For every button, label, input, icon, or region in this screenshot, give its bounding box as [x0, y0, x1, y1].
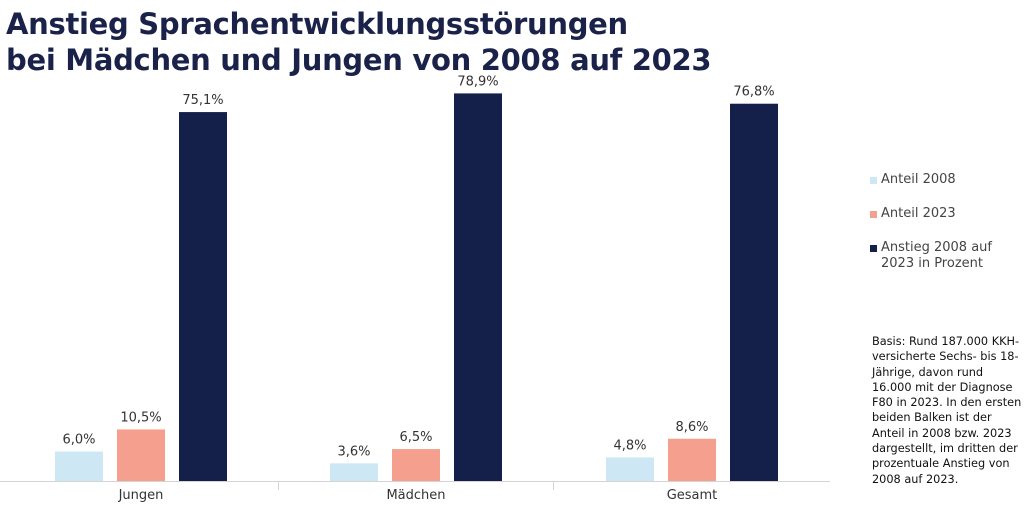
- legend-swatch: [870, 211, 877, 218]
- data-label-maedchen-anteil-2023: 6,5%: [399, 430, 432, 445]
- legend-label: Anstieg 2008 auf 2023 in Prozent: [881, 240, 992, 271]
- x-axis: Jungen Mädchen Gesamt: [0, 481, 830, 503]
- legend-item-anteil-2008: Anteil 2008: [870, 172, 1020, 188]
- bar-maedchen-anstieg-2008-auf-2023-in-prozent: [454, 93, 502, 481]
- legend-label: Anteil 2008: [881, 172, 956, 187]
- legend-item-anteil-2023: Anteil 2023: [870, 206, 1020, 222]
- bar-chart: 6,0% 10,5% 75,1% 3,6% 6,5% 78,9% 4,8% 8,6% 76,8%…: [0, 74, 830, 503]
- chart-title: Anstieg Sprachentwicklungsstörungen bei …: [6, 6, 712, 78]
- category-label-maedchen: Mädchen: [386, 488, 445, 503]
- bar-gesamt-anstieg-2008-auf-2023-in-prozent: [730, 103, 778, 481]
- category-label-gesamt: Gesamt: [667, 488, 718, 503]
- bar-jungen-anteil-2008: [55, 451, 103, 481]
- bar-jungen-anstieg-2008-auf-2023-in-prozent: [179, 112, 227, 481]
- data-label-jungen-anstieg-2008-auf-2023-in-prozent: 75,1%: [182, 93, 223, 108]
- bar-maedchen-anteil-2023: [392, 449, 440, 481]
- legend-swatch: [870, 177, 877, 184]
- data-label-gesamt-anstieg-2008-auf-2023-in-prozent: 76,8%: [733, 85, 774, 100]
- bar-gesamt-anteil-2008: [606, 457, 654, 481]
- data-label-jungen-anteil-2023: 10,5%: [120, 410, 161, 425]
- legend: Anteil 2008 Anteil 2023 Anstieg 2008 auf…: [870, 172, 1020, 290]
- data-label-maedchen-anstieg-2008-auf-2023-in-prozent: 78,9%: [457, 74, 498, 89]
- bar-jungen-anteil-2023: [117, 429, 165, 481]
- methodology-note: Basis: Rund 187.000 KKH-versicherte Sech…: [872, 335, 1022, 486]
- data-label-gesamt-anteil-2023: 8,6%: [675, 420, 708, 435]
- data-label-jungen-anteil-2008: 6,0%: [62, 433, 95, 448]
- value-labels-layer: 6,0% 10,5% 75,1% 3,6% 6,5% 78,9% 4,8% 8,6% 76,8%: [62, 74, 774, 459]
- chart-title-line-1: Anstieg Sprachentwicklungsstörungen: [6, 7, 628, 41]
- bar-gesamt-anteil-2023: [668, 438, 716, 481]
- bars-layer: [55, 93, 778, 481]
- data-label-maedchen-anteil-2008: 3,6%: [337, 444, 370, 459]
- data-label-gesamt-anteil-2008: 4,8%: [613, 438, 646, 453]
- chart-title-line-2: bei Mädchen und Jungen von 2008 auf 2023: [6, 43, 712, 77]
- category-label-jungen: Jungen: [118, 488, 164, 503]
- legend-swatch: [870, 245, 877, 252]
- bar-maedchen-anteil-2008: [330, 463, 378, 481]
- legend-label: Anteil 2023: [881, 206, 956, 221]
- legend-item-anstieg: Anstieg 2008 auf 2023 in Prozent: [870, 240, 1009, 272]
